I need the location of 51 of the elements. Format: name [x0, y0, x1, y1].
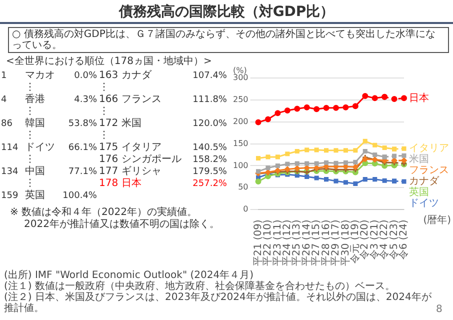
x-tick-label: 令6 (24): [398, 219, 410, 260]
text: <全世界における順位（178ヵ国・地域中）>: [6, 54, 212, 68]
y-tick-label: 250: [232, 95, 248, 104]
y-tick-label: 300: [232, 73, 248, 82]
text: 134 中国 77.1% 177 ギリシャ 179.5%: [1, 166, 227, 177]
y-axis-title: (%): [233, 66, 247, 76]
y-tick-label: 100: [232, 160, 248, 170]
x-tick-label: 令5 (23): [388, 219, 400, 260]
series-label: イタリア: [409, 143, 449, 154]
text: 英国: [409, 186, 429, 198]
x-tick-label: 平21 (09): [252, 219, 264, 266]
text: ⋮ ⋮: [25, 106, 109, 117]
y-tick-label: 150: [232, 138, 248, 148]
x-tick-label: 令4 (22): [378, 219, 390, 260]
text: ⋮ 176 シンガポール 158.2%: [25, 154, 227, 165]
y-tick-label: 50: [238, 182, 248, 192]
text: ⋮ 178 日本 257.2%: [25, 178, 227, 189]
text: ○ 債務残高の対GDP比は、Ｇ７諸国のみならず、その他の諸外国と比べても突出した水準になっている。: [8, 27, 449, 53]
text: 159 英国 100.4%: [1, 190, 97, 201]
x-tick-label: 平23 (11): [272, 219, 284, 266]
x-tick-label: 平25 (13): [292, 219, 303, 266]
text: ドイツ: [409, 198, 439, 210]
text: 4 香港 4.3% 166 フランス 111.8%: [1, 94, 227, 105]
x-axis-title: (暦年): [423, 214, 452, 226]
text: 2022年が推計値又は数値不明の国は除く。: [23, 219, 220, 231]
y-tick-label: 0: [243, 204, 248, 214]
text: 114 ドイツ 66.1% 175 イタリア 140.5%: [1, 142, 227, 153]
x-tick-label: 平22 (10): [262, 219, 274, 266]
text: ※ 数値は令和４年（2022年）の実績値。: [10, 207, 198, 218]
x-tick-label: 平26 (14): [301, 219, 312, 266]
text: 米国: [409, 153, 429, 166]
text: ⋮ ⋮: [25, 82, 109, 93]
x-tick-label: 令元 (19): [349, 219, 362, 264]
x-tick-label: 平30 (18): [340, 219, 352, 266]
text: フランス: [409, 165, 449, 176]
x-tick-label: 平27 (15): [311, 219, 322, 266]
text: 日本: [409, 92, 429, 104]
x-tick-label: 令2 (20): [358, 219, 371, 260]
x-tick-label: 令3 (21): [368, 219, 380, 260]
text: (出所) IMF "World Economic Outlook" (2024年４月): [4, 270, 254, 281]
text: 8: [436, 304, 442, 315]
x-tick-label: 平29 (17): [330, 219, 342, 266]
x-tick-label: 平28 (16): [320, 219, 332, 266]
text: 86 韓国 53.8% 172 米国 120.0%: [1, 118, 227, 129]
y-tick-label: 200: [232, 116, 248, 126]
text: (注２) 日本、米国及びフランスは、2023年及び2024年が推計値。それ以外の国は、2024年が推計値。: [4, 292, 432, 314]
text: (注１) 数値は一般政府（中央政府、地方政府、社会保障基金を合わせたもの）ベース。: [4, 281, 396, 292]
text: 1 マカオ 0.0% 163 カナダ 107.4%: [1, 70, 227, 81]
text: 債務残高の国際比較（対GDP比）: [118, 3, 336, 21]
series-label: カナダ: [409, 175, 440, 188]
text: ⋮ ⋮: [25, 130, 109, 141]
